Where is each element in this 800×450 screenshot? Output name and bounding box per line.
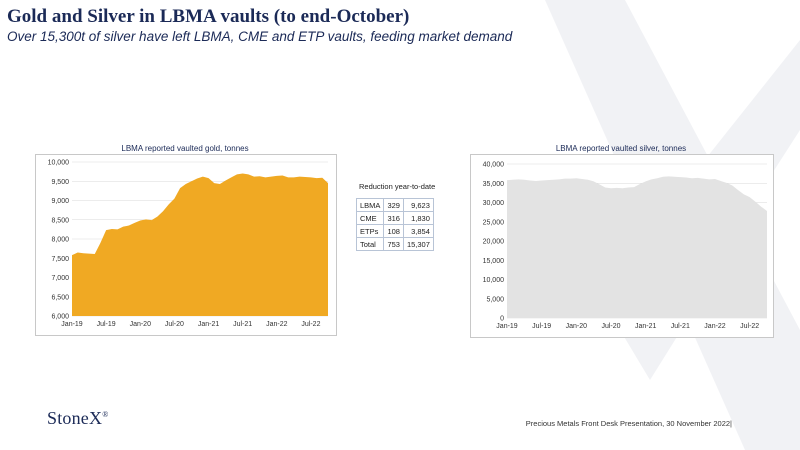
stonex-logo: StoneX® [47, 408, 108, 429]
gold-ytick-label: 8,500 [51, 217, 69, 224]
gold-reduction: 316 [383, 211, 404, 225]
reduction-table-caption: Reduction year-to-date [359, 182, 436, 191]
table-row: ETPs 108 3,854 [355, 224, 434, 238]
silver-reduction: 15,307 [402, 237, 434, 251]
gold-reduction: 329 [383, 198, 404, 212]
silver-chart-svg: 0 5,000 10,000 15,000 20,000 25,000 30,000 35,0… [483, 162, 768, 330]
gold-reduction: 753 [383, 237, 404, 251]
gold-ytick-label: 7,000 [51, 275, 69, 282]
silver-reduction: 9,623 [402, 198, 434, 212]
table-row: Total 753 15,307 [355, 237, 434, 251]
silver-xtick-label: Jul-21 [671, 323, 690, 330]
registered-mark: ® [102, 410, 109, 419]
silver-chart-title: LBMA reported vaulted silver, tonnes [555, 144, 687, 153]
silver-xtick-label: Jan-21 [635, 323, 657, 330]
page-title: Gold and Silver in LBMA vaults (to end-O… [7, 6, 410, 27]
logo-text: StoneX [47, 408, 103, 428]
gold-xtick-label: Jul-20 [165, 321, 184, 328]
silver-ytick-label: 20,000 [483, 239, 505, 246]
silver-ytick-label: 15,000 [483, 258, 505, 265]
silver-xtick-label: Jul-19 [532, 323, 551, 330]
silver-ytick-label: 30,000 [483, 200, 505, 207]
silver-ytick-label: 40,000 [483, 162, 505, 169]
row-label: CME [355, 211, 385, 225]
silver-ytick-label: 35,000 [483, 181, 505, 188]
gold-chart-svg: 6,000 6,500 7,000 7,500 8,000 8,500 9,000 9,500… [48, 160, 329, 328]
gold-xtick-label: Jul-19 [97, 321, 116, 328]
silver-ytick-label: 0 [500, 316, 504, 323]
gold-xtick-label: Jan-20 [130, 321, 152, 328]
silver-xtick-label: Jan-19 [496, 323, 518, 330]
gold-chart: 6,000 6,500 7,000 7,500 8,000 8,500 9,000 9,500… [35, 154, 337, 336]
silver-chart: 0 5,000 10,000 15,000 20,000 25,000 30,000 35,0… [470, 154, 774, 338]
silver-reduction: 3,854 [402, 224, 434, 238]
table-row: LBMA 329 9,623 [355, 198, 434, 212]
gold-xtick-label: Jan-19 [61, 321, 83, 328]
silver-area-series [507, 176, 767, 318]
gold-ytick-label: 9,000 [51, 198, 69, 205]
gold-chart-title: LBMA reported vaulted gold, tonnes [121, 144, 249, 153]
table-row: CME 316 1,830 [355, 211, 434, 225]
gold-xtick-label: Jul-22 [301, 321, 320, 328]
silver-xtick-label: Jul-20 [601, 323, 620, 330]
gold-ytick-label: 6,000 [51, 314, 69, 321]
footer-text: Precious Metals Front Desk Presentation,… [525, 419, 732, 428]
gold-reduction: 108 [383, 224, 404, 238]
row-label: ETPs [355, 224, 385, 238]
gold-xtick-label: Jan-22 [266, 321, 288, 328]
page-subtitle: Over 15,300t of silver have left LBMA, C… [7, 29, 513, 44]
gold-ytick-label: 7,500 [51, 256, 69, 263]
gold-xtick-label: Jul-21 [233, 321, 252, 328]
gold-ytick-label: 6,500 [51, 294, 69, 301]
reduction-table: LBMA 329 9,623 CME 316 1,830 ETPs 108 3,… [355, 198, 434, 251]
silver-ytick-label: 10,000 [483, 277, 505, 284]
row-label: LBMA [355, 198, 385, 212]
gold-ytick-label: 9,500 [51, 179, 69, 186]
gold-area-series [72, 173, 328, 316]
gold-ytick-label: 8,000 [51, 237, 69, 244]
gold-xtick-label: Jan-21 [198, 321, 220, 328]
silver-ytick-label: 25,000 [483, 219, 505, 226]
silver-xtick-label: Jan-20 [566, 323, 588, 330]
silver-ytick-label: 5,000 [486, 296, 504, 303]
row-label: Total [355, 237, 385, 251]
gold-ytick-label: 10,000 [48, 160, 70, 167]
silver-xtick-label: Jan-22 [704, 323, 726, 330]
silver-reduction: 1,830 [402, 211, 434, 225]
silver-xtick-label: Jul-22 [740, 323, 759, 330]
